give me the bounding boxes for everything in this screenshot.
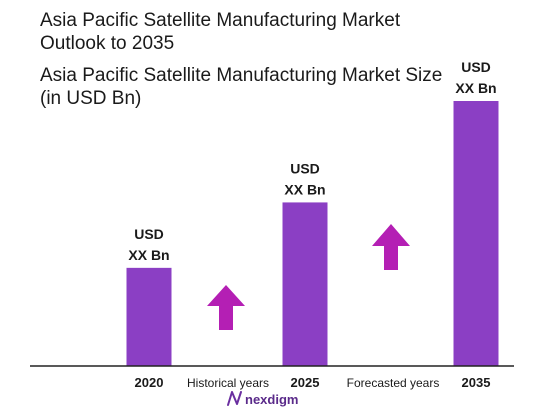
historical-up-arrow-icon <box>207 285 245 330</box>
data-label-2035-value: XX Bn <box>455 80 496 96</box>
forecasted-years-label: Forecasted years <box>347 376 440 390</box>
chart-subtitle: Asia Pacific Satellite Manufacturing Mar… <box>40 65 443 109</box>
x-tick-2020: 2020 <box>135 375 164 390</box>
data-label-2020-currency: USD <box>134 226 164 242</box>
data-label-2035-currency: USD <box>461 59 491 75</box>
nexdigm-logo-icon <box>227 391 242 406</box>
brand-logo: nexdigm <box>227 391 298 407</box>
bar-2020 <box>126 267 172 366</box>
bar-2035 <box>453 101 499 366</box>
x-ticks-group: 2020 2025 2035 <box>135 375 491 390</box>
historical-years-label: Historical years <box>187 376 269 390</box>
data-labels-group: USD XX Bn USD XX Bn USD XX Bn <box>128 59 496 263</box>
brand-name: nexdigm <box>245 392 298 407</box>
arrows-group <box>207 224 410 330</box>
forecast-up-arrow-icon <box>372 224 410 270</box>
chart-title: Asia Pacific Satellite Manufacturing Mar… <box>40 10 401 54</box>
data-label-2025-currency: USD <box>290 160 320 176</box>
data-label-2020-value: XX Bn <box>128 247 169 263</box>
data-label-2025-value: XX Bn <box>284 181 325 197</box>
x-tick-2025: 2025 <box>291 375 320 390</box>
bars-group <box>126 101 499 366</box>
x-tick-2035: 2035 <box>462 375 491 390</box>
bar-2025 <box>282 202 328 366</box>
